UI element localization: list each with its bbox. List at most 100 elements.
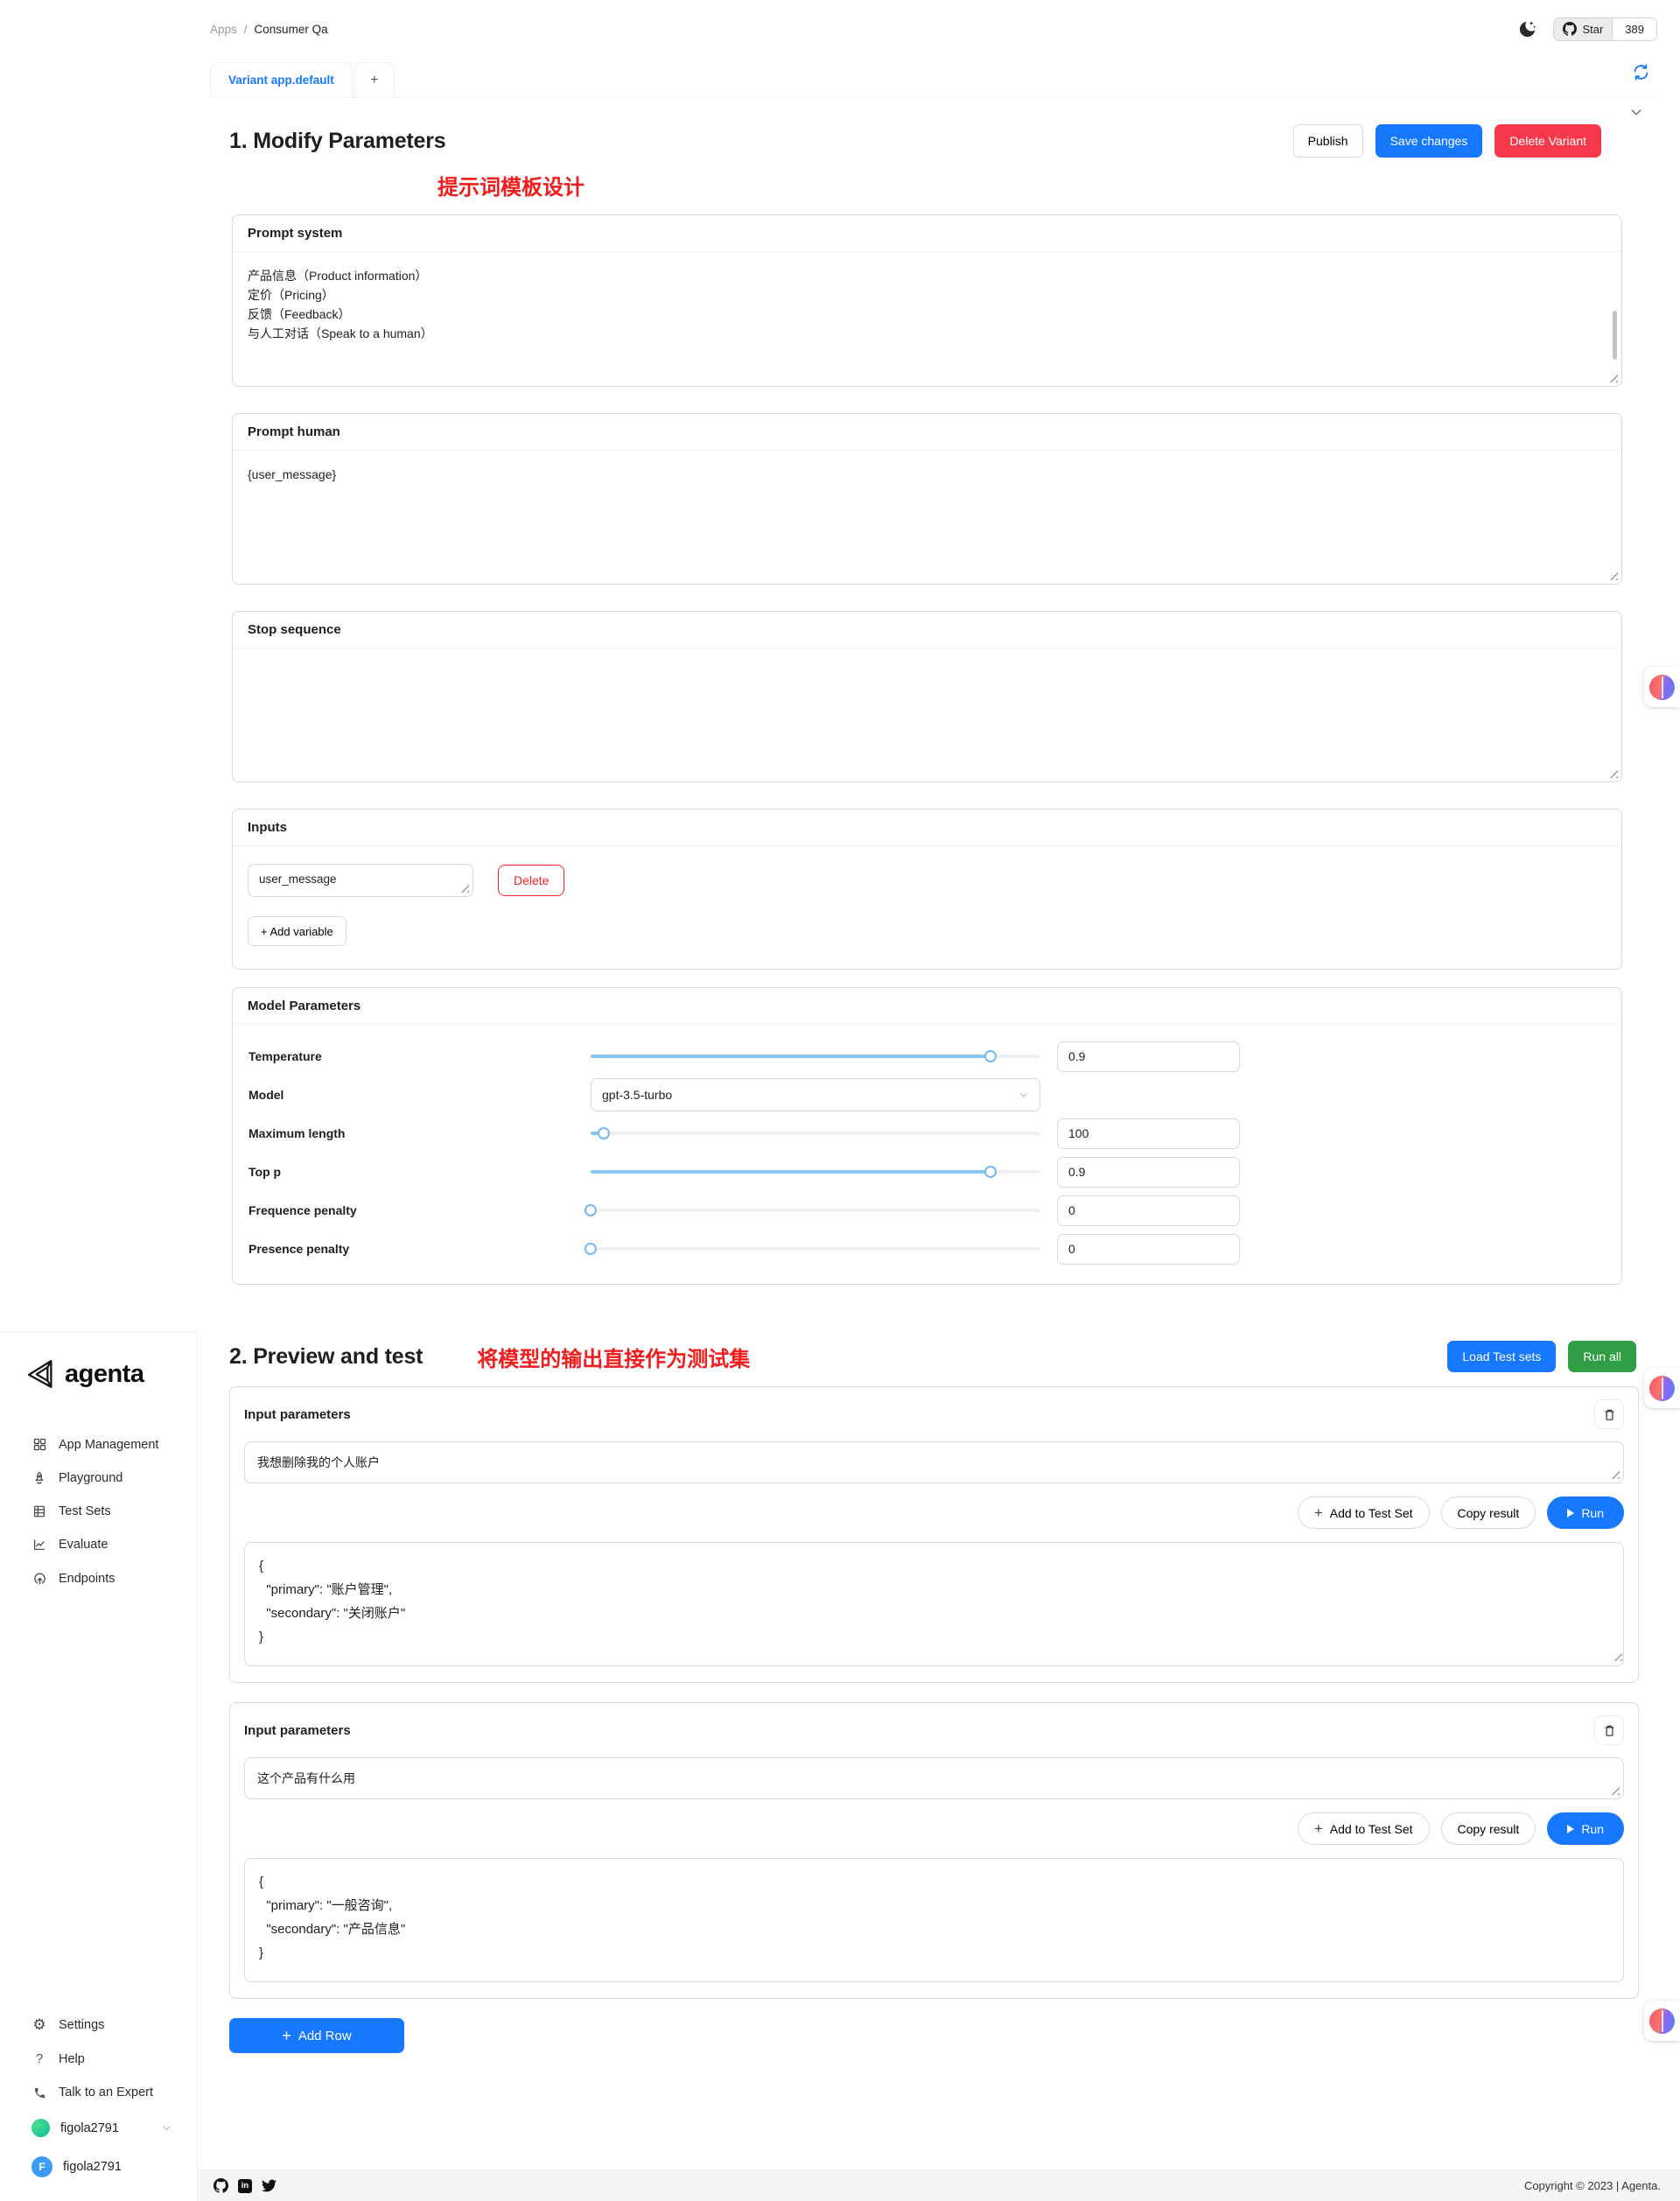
presence-penalty-slider[interactable] xyxy=(584,1243,1040,1255)
slider-handle[interactable] xyxy=(984,1166,998,1178)
delete-row-button[interactable] xyxy=(1594,1715,1624,1745)
sidebar: agenta App Management Playground Test Se… xyxy=(0,1332,198,2201)
frequence-penalty-value-input[interactable]: 0 xyxy=(1057,1195,1240,1226)
resize-handle[interactable] xyxy=(1613,1651,1622,1661)
user-name: figola2791 xyxy=(63,2160,122,2174)
maximum-length-label: Maximum length xyxy=(248,1126,346,1140)
workspace-name: figola2791 xyxy=(60,2120,119,2135)
github-star-widget[interactable]: Star 389 xyxy=(1553,17,1657,41)
prompt-system-panel: Prompt system 产品信息（Product information） … xyxy=(232,214,1622,387)
user-profile[interactable]: F figola2791 xyxy=(0,2147,197,2187)
copy-result-button[interactable]: Copy result xyxy=(1440,1812,1536,1845)
result-output-box[interactable]: { "primary": "一般咨询", "secondary": "产品信息"… xyxy=(244,1858,1624,1982)
resize-handle[interactable] xyxy=(459,883,469,893)
brain-icon xyxy=(1649,674,1675,700)
delete-variant-button[interactable]: Delete Variant xyxy=(1494,124,1601,158)
publish-button[interactable]: Publish xyxy=(1292,124,1363,158)
sidebar-item-label: Endpoints xyxy=(59,1571,116,1586)
maximum-length-value-input[interactable]: 100 xyxy=(1057,1118,1240,1149)
run-label: Run xyxy=(1581,1505,1604,1520)
add-row-button[interactable]: + Add Row xyxy=(229,2018,404,2053)
top-p-slider[interactable] xyxy=(591,1166,1040,1178)
stop-sequence-textarea[interactable] xyxy=(233,648,1621,782)
run-label: Run xyxy=(1581,1821,1604,1836)
brain-icon xyxy=(1649,1375,1675,1401)
prompt-human-textarea[interactable]: {user_message} xyxy=(233,451,1621,584)
input-variable-field[interactable]: user_message xyxy=(248,864,473,897)
slider-handle[interactable] xyxy=(584,1243,597,1255)
resize-handle[interactable] xyxy=(1608,373,1618,382)
test-input-textarea[interactable]: 这个产品有什么用 xyxy=(245,1758,1623,1798)
twitter-icon[interactable] xyxy=(262,2178,276,2193)
temperature-value-input[interactable]: 0.9 xyxy=(1057,1041,1240,1072)
plus-icon: + xyxy=(1313,1819,1323,1837)
github-icon[interactable] xyxy=(214,2178,228,2193)
sidebar-item-evaluate[interactable]: Evaluate xyxy=(0,1528,197,1561)
slider-handle[interactable] xyxy=(984,1050,998,1062)
breadcrumb-current-page: Consumer Qa xyxy=(254,22,328,36)
temperature-slider[interactable] xyxy=(591,1050,1040,1062)
workspace-selector[interactable]: figola2791 xyxy=(0,2109,197,2147)
copy-result-button[interactable]: Copy result xyxy=(1440,1497,1536,1529)
resize-handle[interactable] xyxy=(1608,571,1618,580)
run-button[interactable]: Run xyxy=(1547,1812,1624,1845)
slider-handle[interactable] xyxy=(598,1127,611,1139)
prompt-system-textarea[interactable]: 产品信息（Product information） 定价（Pricing） 反馈… xyxy=(233,252,1621,386)
linkedin-icon[interactable]: in xyxy=(238,2178,252,2193)
plus-icon: + xyxy=(282,2026,291,2044)
plus-icon: + xyxy=(1313,1504,1323,1521)
add-to-test-set-button[interactable]: + Add to Test Set xyxy=(1297,1812,1430,1845)
maximum-length-slider[interactable] xyxy=(591,1127,1040,1139)
dark-mode-moon-icon[interactable] xyxy=(1517,19,1537,39)
presence-penalty-value-input[interactable]: 0 xyxy=(1057,1233,1240,1265)
top-p-label: Top p xyxy=(248,1165,282,1179)
add-variable-button[interactable]: + Add variable xyxy=(248,916,346,946)
test-row-card: Input parameters 我想删除我的个人账户 + Add to Tes… xyxy=(229,1386,1639,1683)
resize-handle[interactable] xyxy=(1608,768,1618,778)
resize-handle[interactable] xyxy=(1610,1785,1620,1795)
refresh-icon[interactable] xyxy=(1632,63,1650,81)
section1-title: 1. Modify Parameters xyxy=(229,128,446,153)
sidebar-item-app-management[interactable]: App Management xyxy=(0,1427,197,1461)
test-input-field[interactable]: 这个产品有什么用 xyxy=(244,1757,1624,1799)
top-p-value-input[interactable]: 0.9 xyxy=(1057,1156,1240,1188)
breadcrumb-apps[interactable]: Apps xyxy=(210,22,237,36)
slider-handle[interactable] xyxy=(584,1204,597,1216)
add-variant-tab-button[interactable]: + xyxy=(354,62,395,97)
model-select[interactable]: gpt-3.5-turbo xyxy=(591,1078,1040,1111)
extension-brain-fab[interactable] xyxy=(1644,1368,1680,1408)
add-to-test-set-button[interactable]: + Add to Test Set xyxy=(1297,1497,1430,1529)
delete-row-button[interactable] xyxy=(1594,1399,1624,1429)
sidebar-item-label: Playground xyxy=(59,1471,123,1485)
frequence-penalty-slider[interactable] xyxy=(584,1204,1040,1216)
run-button[interactable]: Run xyxy=(1547,1497,1624,1529)
textarea-scrollbar[interactable] xyxy=(1613,311,1617,360)
test-input-field[interactable]: 我想删除我的个人账户 xyxy=(244,1441,1624,1483)
sidebar-item-playground[interactable]: Playground xyxy=(0,1461,197,1495)
agenta-logo[interactable]: agenta xyxy=(23,1356,197,1392)
model-row: Model gpt-3.5-turbo xyxy=(247,1076,1607,1114)
trash-icon xyxy=(1605,1725,1614,1736)
breadcrumb: Apps / Consumer Qa xyxy=(210,23,328,36)
input-parameters-title: Input parameters xyxy=(244,1722,351,1738)
extension-brain-fab[interactable] xyxy=(1644,2001,1680,2041)
sidebar-item-help[interactable]: ? Help xyxy=(0,2042,197,2076)
load-test-sets-button[interactable]: Load Test sets xyxy=(1447,1341,1557,1372)
input-variable-value: user_message xyxy=(259,873,337,886)
sidebar-item-talk-to-expert[interactable]: Talk to an Expert xyxy=(0,2076,197,2109)
delete-variable-button[interactable]: Delete xyxy=(498,865,565,896)
save-changes-button[interactable]: Save changes xyxy=(1375,124,1483,158)
presence-penalty-label: Presence penalty xyxy=(248,1242,350,1256)
sidebar-item-settings[interactable]: ⚙ Settings xyxy=(0,2008,197,2042)
resize-handle[interactable] xyxy=(1610,1469,1620,1479)
sidebar-item-test-sets[interactable]: Test Sets xyxy=(0,1495,197,1528)
workspace-avatar xyxy=(32,2119,50,2137)
run-all-button[interactable]: Run all xyxy=(1568,1341,1636,1372)
collapse-chevron-down-icon[interactable] xyxy=(1629,105,1643,119)
grid-icon xyxy=(32,1437,47,1452)
result-output-box[interactable]: { "primary": "账户管理", "secondary": "关闭账户"… xyxy=(244,1542,1624,1666)
extension-brain-fab[interactable] xyxy=(1644,667,1680,707)
tab-variant-app-default[interactable]: Variant app.default xyxy=(210,62,353,97)
test-input-textarea[interactable]: 我想删除我的个人账户 xyxy=(245,1442,1623,1483)
sidebar-item-endpoints[interactable]: Endpoints xyxy=(0,1561,197,1595)
